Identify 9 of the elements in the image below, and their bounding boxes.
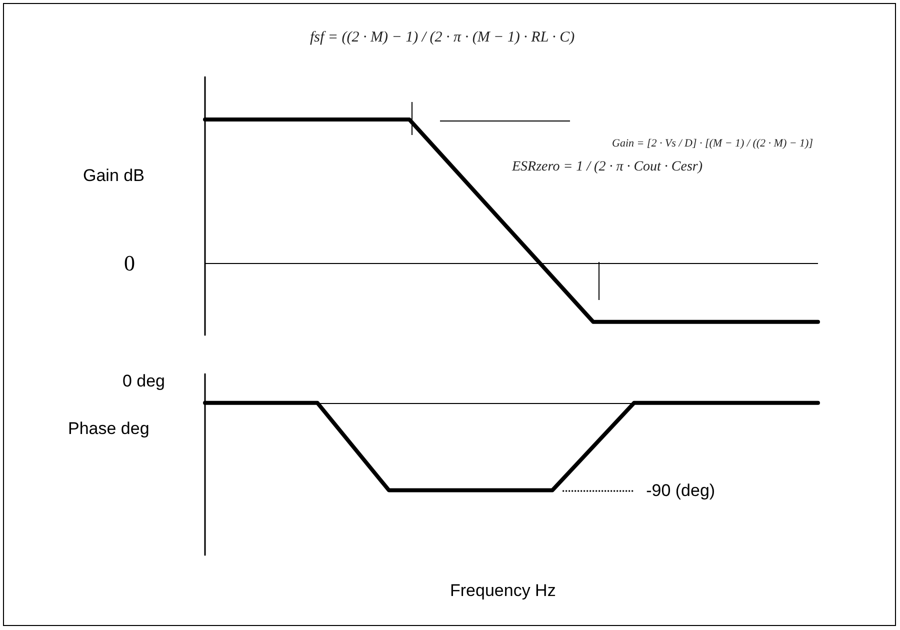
y-axis-title: Gain dB: [83, 166, 144, 185]
x-axis-title: Frequency Hz: [450, 581, 556, 600]
annotation: Gain = [2 · Vs / D] · [(M − 1) / ((2 · M) − 1)]: [612, 138, 814, 150]
ref-line-label: -90 (deg): [646, 480, 716, 500]
ref-line-label: 0: [124, 250, 135, 276]
y-axis-title: Phase deg: [68, 419, 150, 438]
annotation: ESRzero = 1 / (2 · π · Cout · Cesr): [511, 160, 703, 174]
text: fsf = ((2 · M) − 1) / (2 · π · (M − 1) · RL · C): [310, 30, 575, 46]
ref-line-label: 0 deg: [122, 371, 165, 390]
